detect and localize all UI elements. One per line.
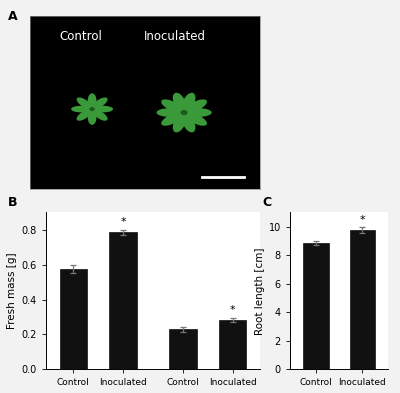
- Bar: [219, 320, 246, 369]
- Ellipse shape: [173, 114, 186, 132]
- Ellipse shape: [182, 93, 196, 111]
- Ellipse shape: [186, 99, 207, 112]
- Ellipse shape: [88, 93, 96, 108]
- Text: *: *: [230, 305, 236, 315]
- Ellipse shape: [88, 110, 96, 125]
- Ellipse shape: [186, 108, 212, 117]
- Ellipse shape: [161, 112, 183, 126]
- Y-axis label: Root length [cm]: Root length [cm]: [254, 247, 264, 334]
- Ellipse shape: [156, 108, 182, 117]
- Ellipse shape: [173, 93, 186, 111]
- Text: Inoculated: Inoculated: [144, 30, 206, 43]
- Ellipse shape: [182, 114, 196, 132]
- Bar: [350, 230, 375, 369]
- Text: *: *: [360, 215, 365, 225]
- Ellipse shape: [94, 106, 113, 112]
- Bar: [303, 243, 328, 369]
- Bar: [110, 232, 137, 369]
- Ellipse shape: [93, 97, 108, 109]
- Text: A: A: [8, 10, 18, 23]
- Text: B: B: [8, 196, 18, 209]
- Text: C: C: [262, 196, 271, 209]
- Ellipse shape: [71, 106, 90, 112]
- Y-axis label: Fresh mass [g]: Fresh mass [g]: [8, 253, 18, 329]
- Ellipse shape: [161, 99, 183, 112]
- Text: Control: Control: [59, 30, 102, 43]
- Ellipse shape: [93, 110, 108, 121]
- Ellipse shape: [181, 110, 188, 115]
- Ellipse shape: [90, 107, 95, 111]
- Bar: [169, 329, 196, 369]
- Text: *: *: [120, 217, 126, 227]
- Ellipse shape: [76, 110, 92, 121]
- Ellipse shape: [76, 97, 92, 109]
- Ellipse shape: [186, 112, 207, 126]
- Bar: [60, 269, 87, 369]
